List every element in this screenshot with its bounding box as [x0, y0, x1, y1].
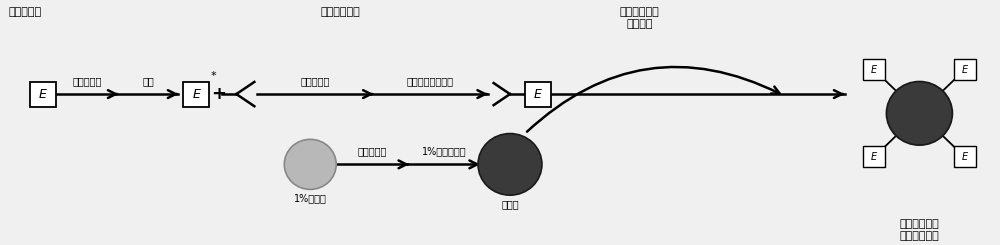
Circle shape — [886, 82, 952, 145]
Text: +: + — [211, 85, 226, 103]
Text: 加热至沸腾: 加热至沸腾 — [357, 147, 387, 157]
Text: E: E — [962, 152, 968, 162]
Text: 戊二醛溶液: 戊二醛溶液 — [72, 76, 102, 86]
Text: 肌红蛋白抗体
酶标记物: 肌红蛋白抗体 酶标记物 — [620, 7, 660, 29]
FancyBboxPatch shape — [525, 82, 551, 107]
FancyBboxPatch shape — [863, 146, 885, 168]
FancyBboxPatch shape — [954, 59, 976, 80]
Text: E: E — [962, 65, 968, 75]
Text: 胶体金: 胶体金 — [501, 199, 519, 209]
FancyBboxPatch shape — [30, 82, 56, 107]
Circle shape — [478, 134, 542, 195]
FancyBboxPatch shape — [863, 59, 885, 80]
Text: E: E — [871, 152, 877, 162]
Text: E: E — [534, 87, 542, 101]
FancyBboxPatch shape — [954, 146, 976, 168]
Text: 透析，终止: 透析，终止 — [300, 76, 330, 86]
Text: 饱和硫酸铵，离心: 饱和硫酸铵，离心 — [407, 76, 454, 86]
Text: 1%氯化金: 1%氯化金 — [294, 193, 327, 203]
Text: 碱性磷酸酶: 碱性磷酸酶 — [9, 7, 42, 17]
FancyBboxPatch shape — [183, 82, 209, 107]
Circle shape — [284, 139, 336, 189]
Text: E: E — [871, 65, 877, 75]
Text: E: E — [39, 87, 47, 101]
Text: *: * — [210, 71, 216, 81]
Text: 1%柠檬酸三钠: 1%柠檬酸三钠 — [422, 147, 466, 157]
Text: 肌红蛋白抗体
酶标记复合物: 肌红蛋白抗体 酶标记复合物 — [900, 219, 939, 241]
Text: 透析: 透析 — [142, 76, 154, 86]
Text: 肌红蛋白抗体: 肌红蛋白抗体 — [320, 7, 360, 17]
Text: E: E — [192, 87, 200, 101]
